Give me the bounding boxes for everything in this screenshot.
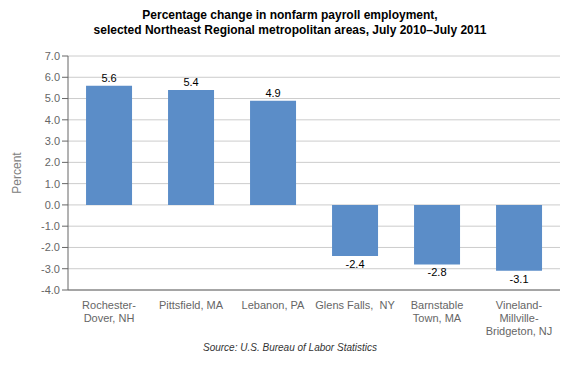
svg-text:5.0: 5.0 [45, 92, 60, 104]
svg-text:Lebanon, PA: Lebanon, PA [242, 299, 305, 311]
svg-text:-1.0: -1.0 [41, 220, 60, 232]
svg-text:Pittsfield, MA: Pittsfield, MA [159, 299, 224, 311]
svg-text:3.0: 3.0 [45, 135, 60, 147]
svg-text:BarnstableTown, MA: BarnstableTown, MA [411, 299, 464, 324]
svg-text:1.0: 1.0 [45, 178, 60, 190]
html-text:Percentage change in nonfarm p: Percentage change in nonfarm payroll emp… [93, 8, 487, 37]
svg-text:6.0: 6.0 [45, 71, 60, 83]
svg-text:-2.4: -2.4 [346, 258, 365, 270]
svg-text:Rochester-Dover, NH: Rochester-Dover, NH [82, 299, 136, 324]
svg-text:-4.0: -4.0 [41, 284, 60, 296]
html-text:Source: U.S. Bureau of Labor S: Source: U.S. Bureau of Labor Statistics [203, 342, 377, 353]
svg-text:4.0: 4.0 [45, 114, 60, 126]
svg-text:5.6: 5.6 [101, 72, 116, 84]
svg-text:2.0: 2.0 [45, 156, 60, 168]
svg-text:-3.1: -3.1 [510, 273, 529, 285]
svg-text:-3.0: -3.0 [41, 263, 60, 275]
svg-text:Vineland-Millville-Bridgeton,: Vineland-Millville-Bridgeton, NJ [486, 299, 553, 337]
svg-text:0.0: 0.0 [45, 199, 60, 211]
svg-text:7.0: 7.0 [45, 50, 60, 62]
svg-text:-2.8: -2.8 [428, 266, 447, 278]
svg-text:4.9: 4.9 [265, 87, 280, 99]
svg-text:Percent: Percent [10, 152, 24, 194]
svg-text:-2.0: -2.0 [41, 241, 60, 253]
svg-text:5.4: 5.4 [183, 76, 198, 88]
svg-text:Glens Falls, NY: Glens Falls, NY [315, 299, 395, 311]
